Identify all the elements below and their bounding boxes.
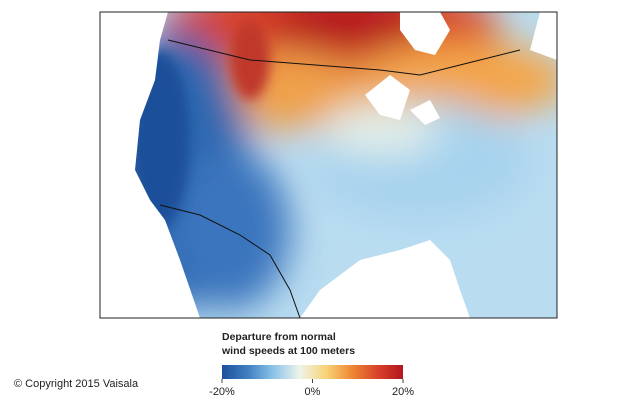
colorbar-tick-label: 20% — [392, 386, 414, 398]
colorbar-tick-label: -20% — [209, 386, 235, 398]
map-frame — [99, 11, 558, 319]
copyright: © Copyright 2015 Vaisala — [14, 378, 139, 390]
map — [100, 12, 557, 318]
legend-title: wind speeds at 100 meters — [221, 345, 355, 357]
colorbar — [222, 365, 403, 379]
colorbar-tick-label: 0% — [305, 386, 321, 398]
legend-title: Departure from normal — [222, 331, 336, 343]
